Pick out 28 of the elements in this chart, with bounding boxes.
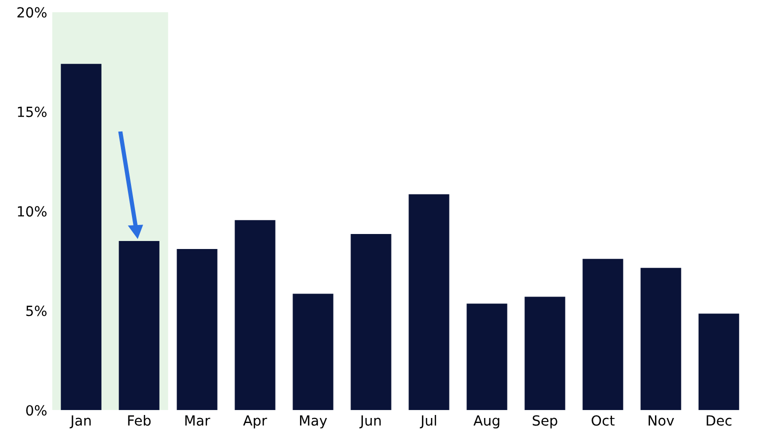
y-tick-label: 15%: [18, 106, 47, 118]
x-tick-label: May: [300, 415, 327, 428]
x-tick-label: Aug: [474, 415, 500, 428]
x-tick-label: Mar: [185, 415, 210, 426]
bar: [640, 268, 682, 410]
x-tick-label: Oct: [592, 415, 615, 426]
bar: [524, 296, 566, 410]
bar: [234, 220, 276, 410]
x-tick-label: Nov: [648, 415, 674, 426]
bar: [408, 194, 450, 410]
x-tick-label: Apr: [243, 415, 268, 428]
x-tick-label: Jan: [70, 415, 91, 428]
bar: [118, 240, 160, 410]
bar: [466, 304, 508, 410]
bar: [350, 234, 392, 410]
y-tick-label: 0%: [26, 405, 47, 416]
y-tick-label: 20%: [17, 7, 47, 18]
x-tick-label: Feb: [128, 414, 151, 426]
y-tick-label: 5%: [26, 306, 47, 316]
x-tick-label: Jun: [359, 415, 381, 428]
bar: [582, 258, 624, 410]
x-tick-label: Dec: [706, 415, 732, 426]
y-tick-label: 10%: [18, 206, 47, 217]
x-tick-label: Jul: [420, 414, 436, 428]
bar: [292, 294, 334, 410]
bar: [698, 314, 740, 410]
bar: [176, 248, 218, 410]
x-tick-label: Sep: [532, 415, 558, 428]
